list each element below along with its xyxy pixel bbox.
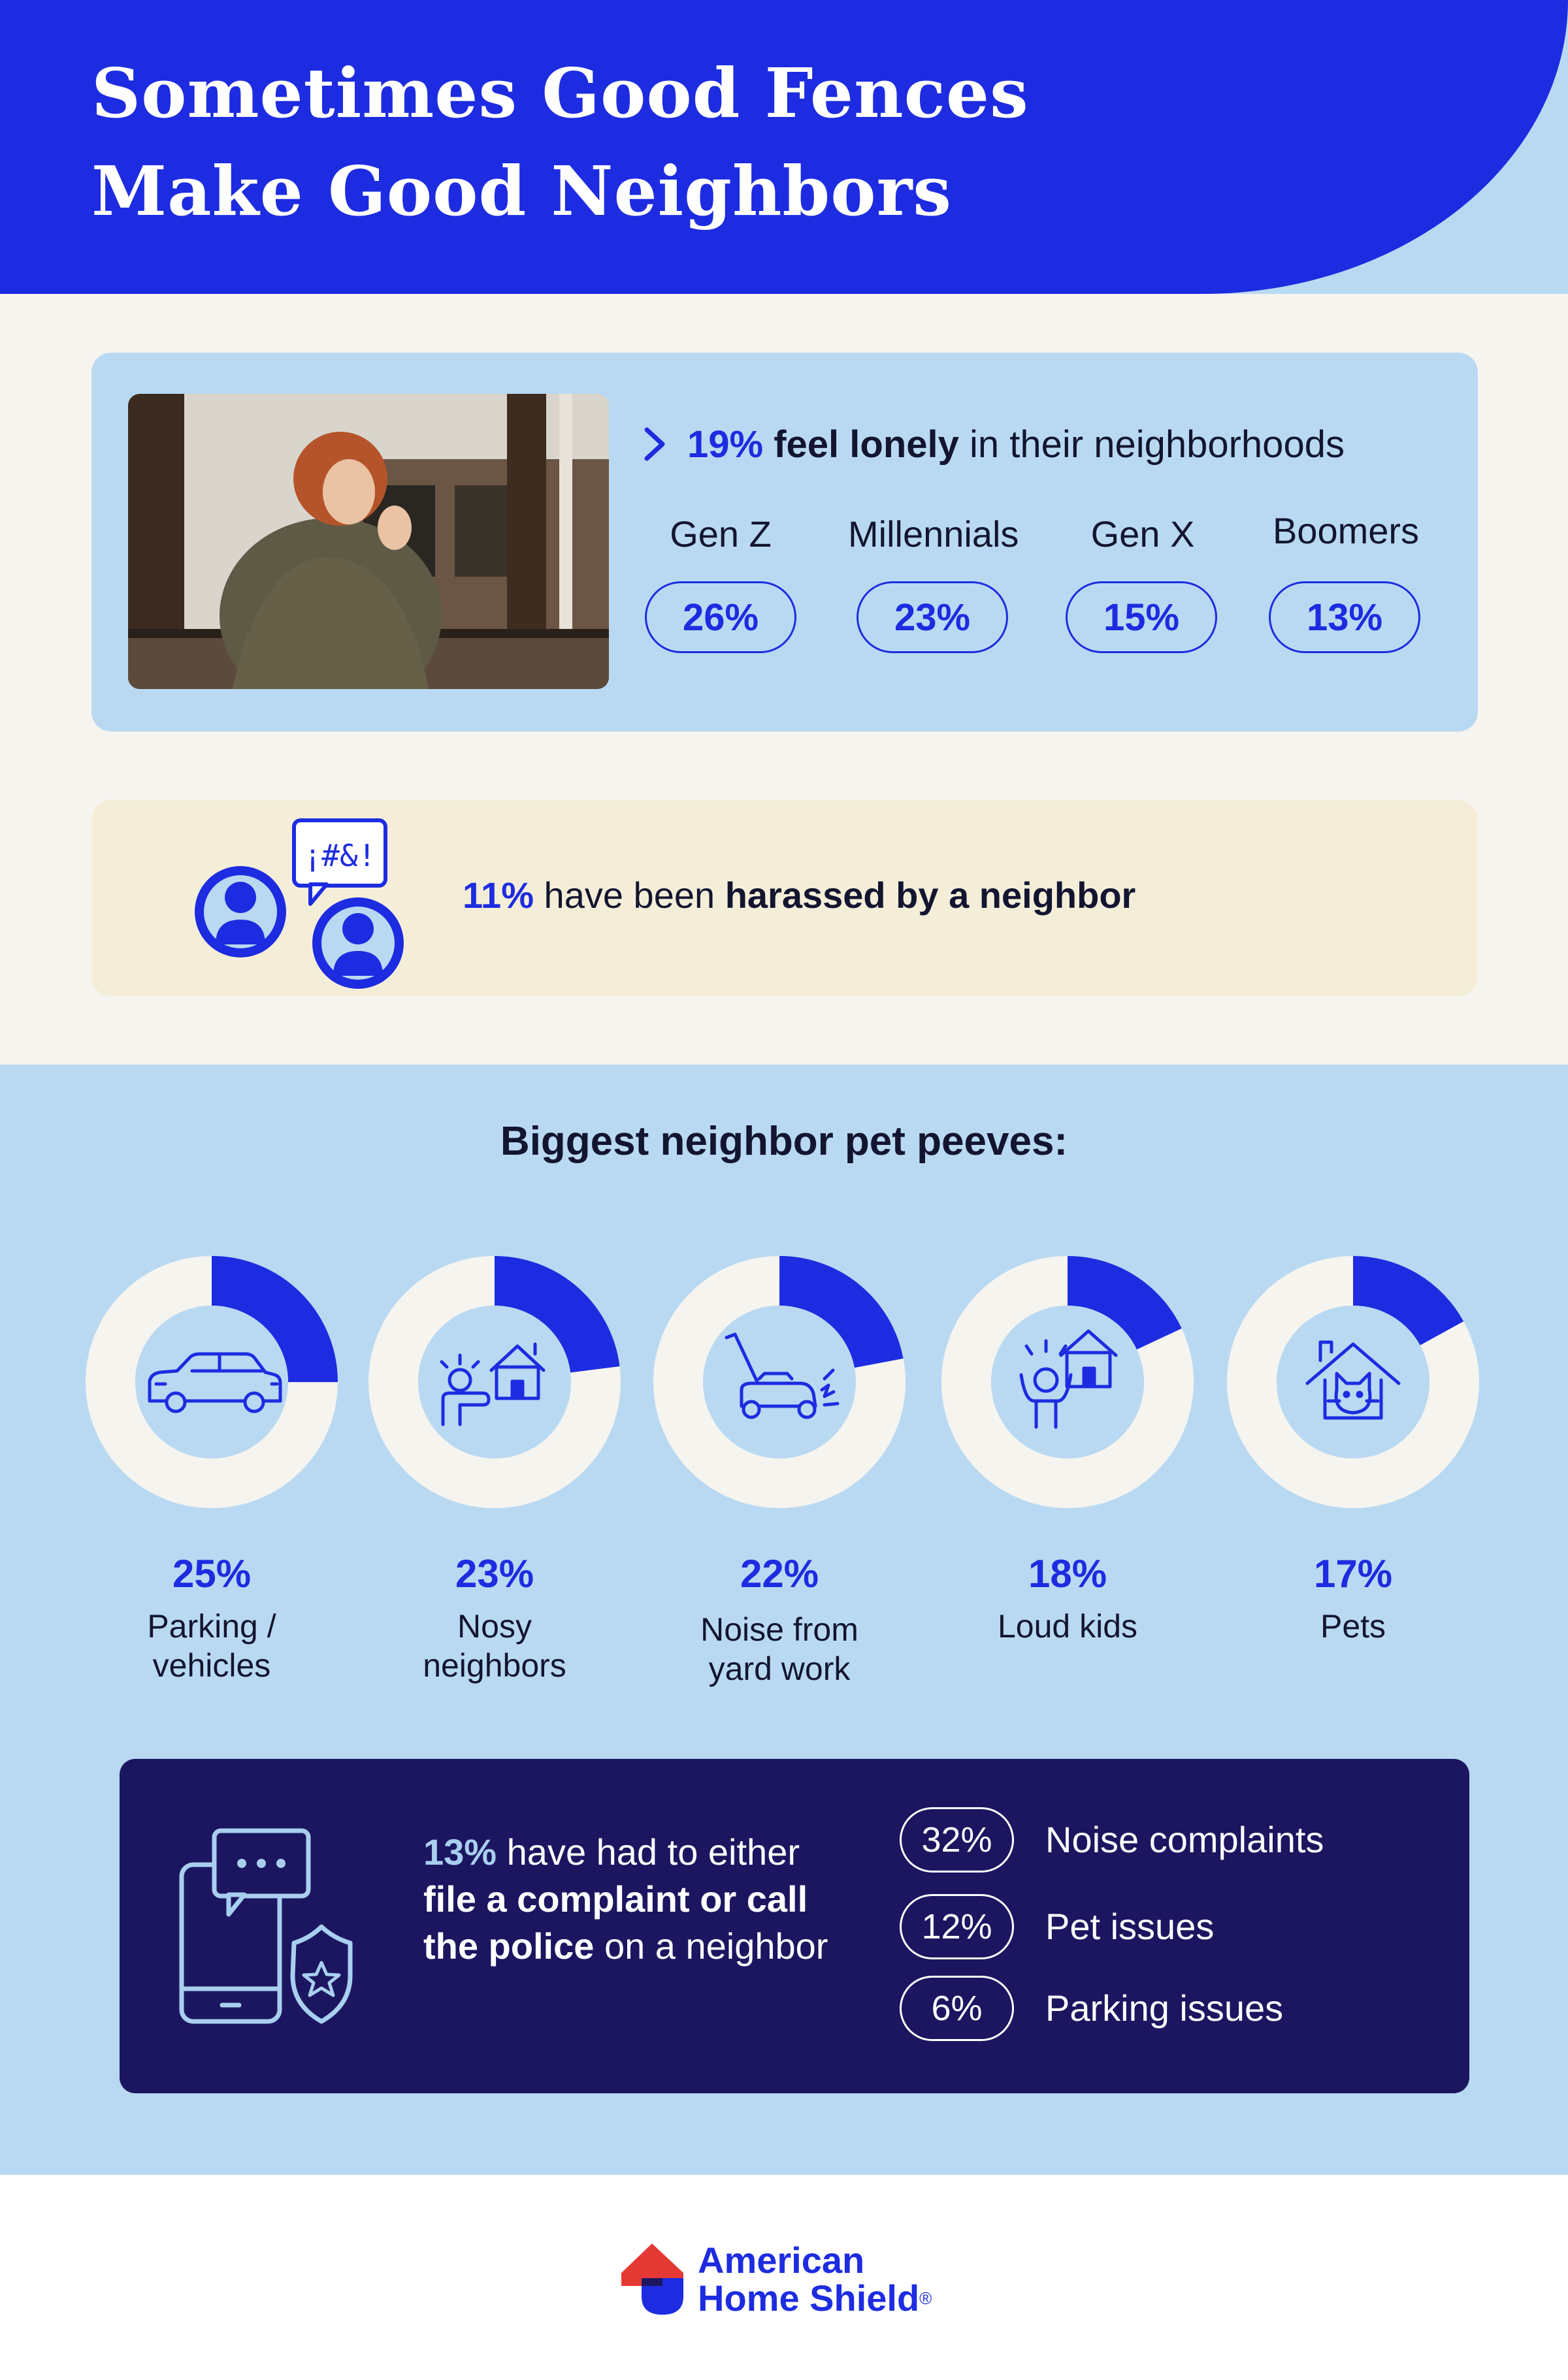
harassment-text-bold: harassed by a neighbor: [725, 875, 1136, 916]
complaint-label-pets: Pet issues: [1045, 1906, 1215, 1947]
peeve-percent-loud-kids: 18%: [1028, 1552, 1107, 1596]
generation-value-genz: 26%: [645, 581, 796, 653]
peeve-percent-pets: 17%: [1313, 1552, 1393, 1596]
pet-peeves-heading: Biggest neighbor pet peeves:: [500, 1119, 1068, 1164]
brand-logo-icon: [621, 2243, 683, 2315]
cat-house-icon: [1305, 1340, 1401, 1420]
generation-value-genx: 15%: [1066, 581, 1217, 653]
loud-kid-icon: [1019, 1329, 1118, 1429]
loneliness-bold-text: feel lonely: [774, 423, 959, 466]
complaint-label-parking: Parking issues: [1045, 1987, 1284, 2029]
harassment-text: 11% have been harassed by a neighbor: [463, 873, 1135, 918]
donut-pets: [1227, 1256, 1479, 1508]
peeve-label-yard-work-line2: yard work: [708, 1650, 851, 1687]
complaint-percent-parking: 6%: [900, 1976, 1014, 2041]
nosy-neighbor-icon: [440, 1342, 546, 1426]
donut-yard-work: [653, 1256, 906, 1508]
generation-label-boomers: Boomers: [1272, 510, 1420, 551]
donut-arc-3: [941, 1256, 1194, 1508]
peeve-label-nosy: Nosy neighbors: [370, 1607, 619, 1685]
header-banner: [0, 0, 1568, 294]
complaints-text-1: have had to either: [497, 1831, 810, 1873]
donut-parking: [86, 1256, 338, 1508]
complaints-text-bold: file a complaint or call the police: [423, 1878, 808, 1967]
generation-label-millennials: Millennials: [848, 513, 1019, 555]
peeve-label-loud-kids-line1: Loud kids: [997, 1608, 1138, 1645]
peeve-label-yard-work: Noise from yard work: [655, 1610, 904, 1688]
complaints-text-2: on a neighbor: [594, 1925, 828, 1967]
generation-label-genx: Gen X: [1090, 513, 1195, 555]
peeve-percent-yard-work: 22%: [740, 1552, 819, 1596]
donut-arc-0: [86, 1256, 338, 1508]
harassment-percent: 11%: [463, 875, 534, 916]
generation-value-boomers: 13%: [1269, 581, 1420, 653]
donut-nosy: [368, 1256, 621, 1508]
peeve-label-nosy-line1: Nosy: [457, 1608, 532, 1645]
complaints-card: [120, 1759, 1469, 2093]
page-title-line-2: Make Good Neighbors: [91, 151, 952, 231]
peeve-percent-nosy: 23%: [455, 1552, 534, 1596]
donut-arc-1: [368, 1256, 621, 1508]
chevron-right-icon: [644, 427, 665, 461]
peeve-label-parking: Parking / vehicles: [88, 1607, 336, 1685]
generation-label-genz: Gen Z: [670, 513, 772, 555]
peeve-percent-parking: 25%: [172, 1552, 252, 1596]
donut-loud-kids: [941, 1256, 1194, 1508]
registered-mark: ®: [919, 2289, 932, 2308]
brand-logo-text: American Home Shield®: [698, 2242, 932, 2317]
loneliness-percent: 19%: [687, 423, 764, 466]
peeve-label-yard-work-line1: Noise from: [700, 1611, 858, 1648]
loneliness-headline: 19% feel lonely in their neighborhoods: [642, 417, 1345, 472]
complaint-percent-pets: 12%: [900, 1894, 1014, 1959]
peeve-label-parking-line2: vehicles: [152, 1647, 271, 1684]
generation-value-millennials: 23%: [857, 581, 1008, 653]
footer: [0, 2175, 1568, 2380]
peeve-label-parking-line1: Parking /: [147, 1608, 276, 1645]
complaint-percent-noise: 32%: [900, 1807, 1014, 1873]
harassment-people-icon: ¡#&!: [195, 818, 404, 989]
complaints-text: 13% have had to either file a complaint …: [423, 1829, 828, 1970]
peeve-label-pets-line1: Pets: [1320, 1608, 1386, 1645]
woman-on-porch-photo: [128, 394, 609, 689]
phone-police-icon: [179, 1828, 353, 2024]
brand-line-1: American: [698, 2240, 865, 2281]
brand-line-2: Home Shield: [698, 2277, 920, 2319]
loneliness-rest-text: in their neighborhoods: [958, 423, 1345, 466]
car-icon: [148, 1352, 282, 1413]
complaint-label-noise: Noise complaints: [1045, 1819, 1324, 1860]
page-title-line-1: Sometimes Good Fences: [91, 53, 1029, 133]
complaints-percent: 13%: [423, 1831, 497, 1873]
peeve-label-loud-kids: Loud kids: [943, 1607, 1192, 1646]
peeve-label-pets: Pets: [1229, 1607, 1477, 1646]
harassment-text-plain: have been: [534, 875, 725, 916]
lawn-mower-icon: [725, 1332, 840, 1419]
curse-symbols: ¡#&!: [304, 838, 376, 873]
donut-arc-2: [653, 1256, 906, 1508]
peeve-label-nosy-line2: neighbors: [423, 1647, 566, 1684]
donut-arc-4: [1227, 1256, 1479, 1508]
